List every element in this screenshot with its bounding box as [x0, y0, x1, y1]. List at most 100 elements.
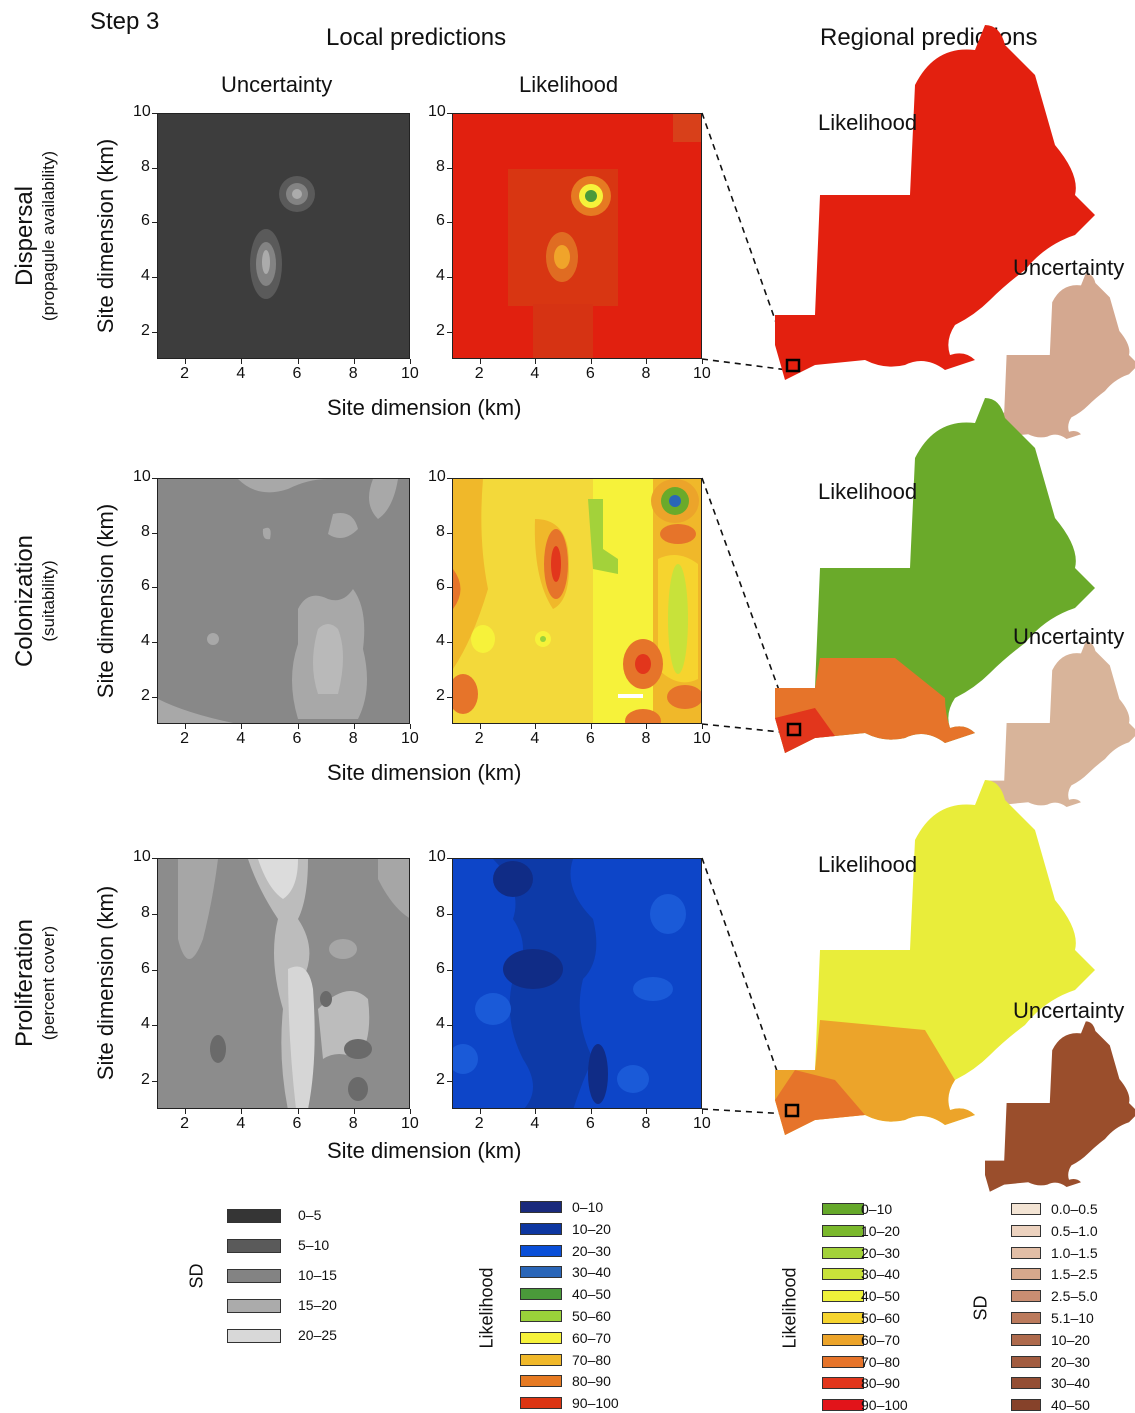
y-tick-mark: [152, 1081, 157, 1083]
y-tick-mark: [447, 167, 452, 169]
x-axis-label: Site dimension (km): [327, 760, 522, 785]
y-tick-mark: [152, 478, 157, 479]
x-tick-mark: [241, 1109, 243, 1114]
legend-label: 10–20: [861, 1222, 900, 1239]
x-tick-mark: [353, 724, 355, 729]
x-tick-mark: [535, 724, 537, 729]
x-tick-mark: [479, 359, 481, 364]
y-tick-mark: [447, 696, 452, 698]
x-tick-mark: [241, 359, 243, 364]
y-tick-label: 4: [436, 1015, 445, 1033]
x-tick-label: 8: [348, 1115, 358, 1132]
legend-label: 20–30: [572, 1242, 611, 1259]
y-tick-label: 8: [141, 522, 150, 540]
likelihood-gradient-band: [775, 1070, 865, 1135]
x-tick-label: 4: [236, 1115, 246, 1132]
y-tick-label: 10: [428, 468, 446, 485]
legend-swatch: [1011, 1333, 1041, 1346]
legend-label: 80–90: [861, 1375, 900, 1392]
y-tick-mark: [152, 532, 157, 534]
local-predictions-header: Local predictions: [326, 24, 507, 51]
legend-label: 1.0–1.5: [1051, 1244, 1098, 1261]
x-tick-mark: [353, 359, 355, 364]
legend-swatch: [1011, 1268, 1041, 1281]
legend-swatch: [822, 1377, 864, 1390]
legend-swatch: [520, 1266, 562, 1279]
map-label-uncertainty: Uncertainty: [1013, 998, 1125, 1023]
y-tick-label: 2: [141, 1071, 150, 1089]
x-tick-label: 10: [401, 365, 419, 382]
x-tick-mark: [535, 1109, 537, 1114]
y-tick-mark: [152, 167, 157, 169]
x-tick-mark: [410, 724, 411, 729]
x-tick-mark: [185, 1109, 187, 1114]
legend-label: 60–70: [572, 1329, 611, 1346]
x-tick-mark: [479, 1109, 481, 1114]
legend-swatch: [520, 1201, 562, 1213]
y-tick-label: 10: [133, 468, 151, 485]
legend-label: 80–90: [572, 1373, 611, 1390]
x-tick-mark: [410, 359, 411, 364]
legend-swatch: [822, 1290, 864, 1303]
legend-label: 70–80: [572, 1351, 611, 1368]
y-tick-label: 4: [141, 267, 150, 284]
legend-swatch: [822, 1246, 864, 1259]
y-tick-mark: [447, 969, 452, 971]
legend-label: 40–50: [1051, 1397, 1090, 1413]
x-tick-label: 2: [180, 730, 190, 747]
uncertainty-map-dispersal: [985, 273, 1135, 444]
y-tick-label: 2: [436, 686, 445, 704]
x-tick-mark: [185, 359, 187, 364]
legend-swatch: [1011, 1355, 1041, 1368]
x-tick-mark: [297, 724, 299, 729]
legend-swatch: [520, 1397, 562, 1410]
x-tick-label: 10: [693, 1115, 711, 1132]
legend-swatch: [1011, 1224, 1041, 1237]
y-tick-label: 6: [436, 212, 445, 230]
y-tick-mark: [152, 331, 157, 333]
y-tick-mark: [152, 222, 157, 224]
y-tick-label: 10: [428, 103, 446, 120]
x-tick-label: 4: [236, 730, 246, 747]
y-tick-label: 8: [141, 157, 150, 175]
x-tick-label: 4: [530, 365, 540, 382]
x-tick-label: 4: [530, 1115, 540, 1132]
x-tick-label: 6: [292, 365, 302, 382]
x-tick-mark: [297, 359, 299, 364]
legend-label: 20–30: [861, 1244, 900, 1261]
x-tick-label: 4: [530, 730, 540, 747]
legend-label: 0–10: [861, 1201, 893, 1217]
y-tick-label: 10: [133, 103, 151, 120]
legend-swatch: [822, 1268, 864, 1281]
x-tick-label: 10: [401, 1115, 419, 1132]
y-tick-label: 6: [436, 577, 445, 595]
y-tick-mark: [152, 587, 157, 589]
y-tick-mark: [447, 913, 452, 915]
legend-label: 20–30: [1051, 1353, 1090, 1370]
proliferation-likelihood-heatmap: [452, 858, 702, 1109]
legend-label: 0–5: [298, 1207, 322, 1223]
colonization-likelihood-heatmap: [452, 478, 702, 724]
legend-swatch: [227, 1239, 281, 1253]
x-tick-label: 2: [474, 1115, 484, 1132]
legend-swatch: [1011, 1399, 1041, 1412]
x-tick-label: 4: [236, 365, 246, 382]
x-tick-mark: [646, 359, 648, 364]
dispersal-uncertainty-heatmap: [157, 113, 410, 359]
legend-label: 15–20: [298, 1297, 337, 1313]
legend-swatch: [1011, 1203, 1041, 1215]
legend-label: 10–15: [298, 1267, 337, 1283]
legend-label: 2.5–5.0: [1051, 1288, 1098, 1305]
x-tick-label: 2: [180, 365, 190, 382]
y-tick-label: 10: [133, 848, 151, 865]
x-tick-mark: [410, 1109, 411, 1114]
likelihood-column-header: Likelihood: [519, 72, 619, 97]
x-tick-mark: [590, 359, 592, 364]
x-tick-mark: [479, 724, 481, 729]
likelihood-gradient-band: [775, 708, 835, 753]
uncertainty-column-header: Uncertainty: [221, 72, 333, 97]
y-tick-mark: [447, 532, 452, 534]
legend-swatch: [822, 1224, 864, 1237]
x-tick-label: 6: [585, 730, 595, 747]
